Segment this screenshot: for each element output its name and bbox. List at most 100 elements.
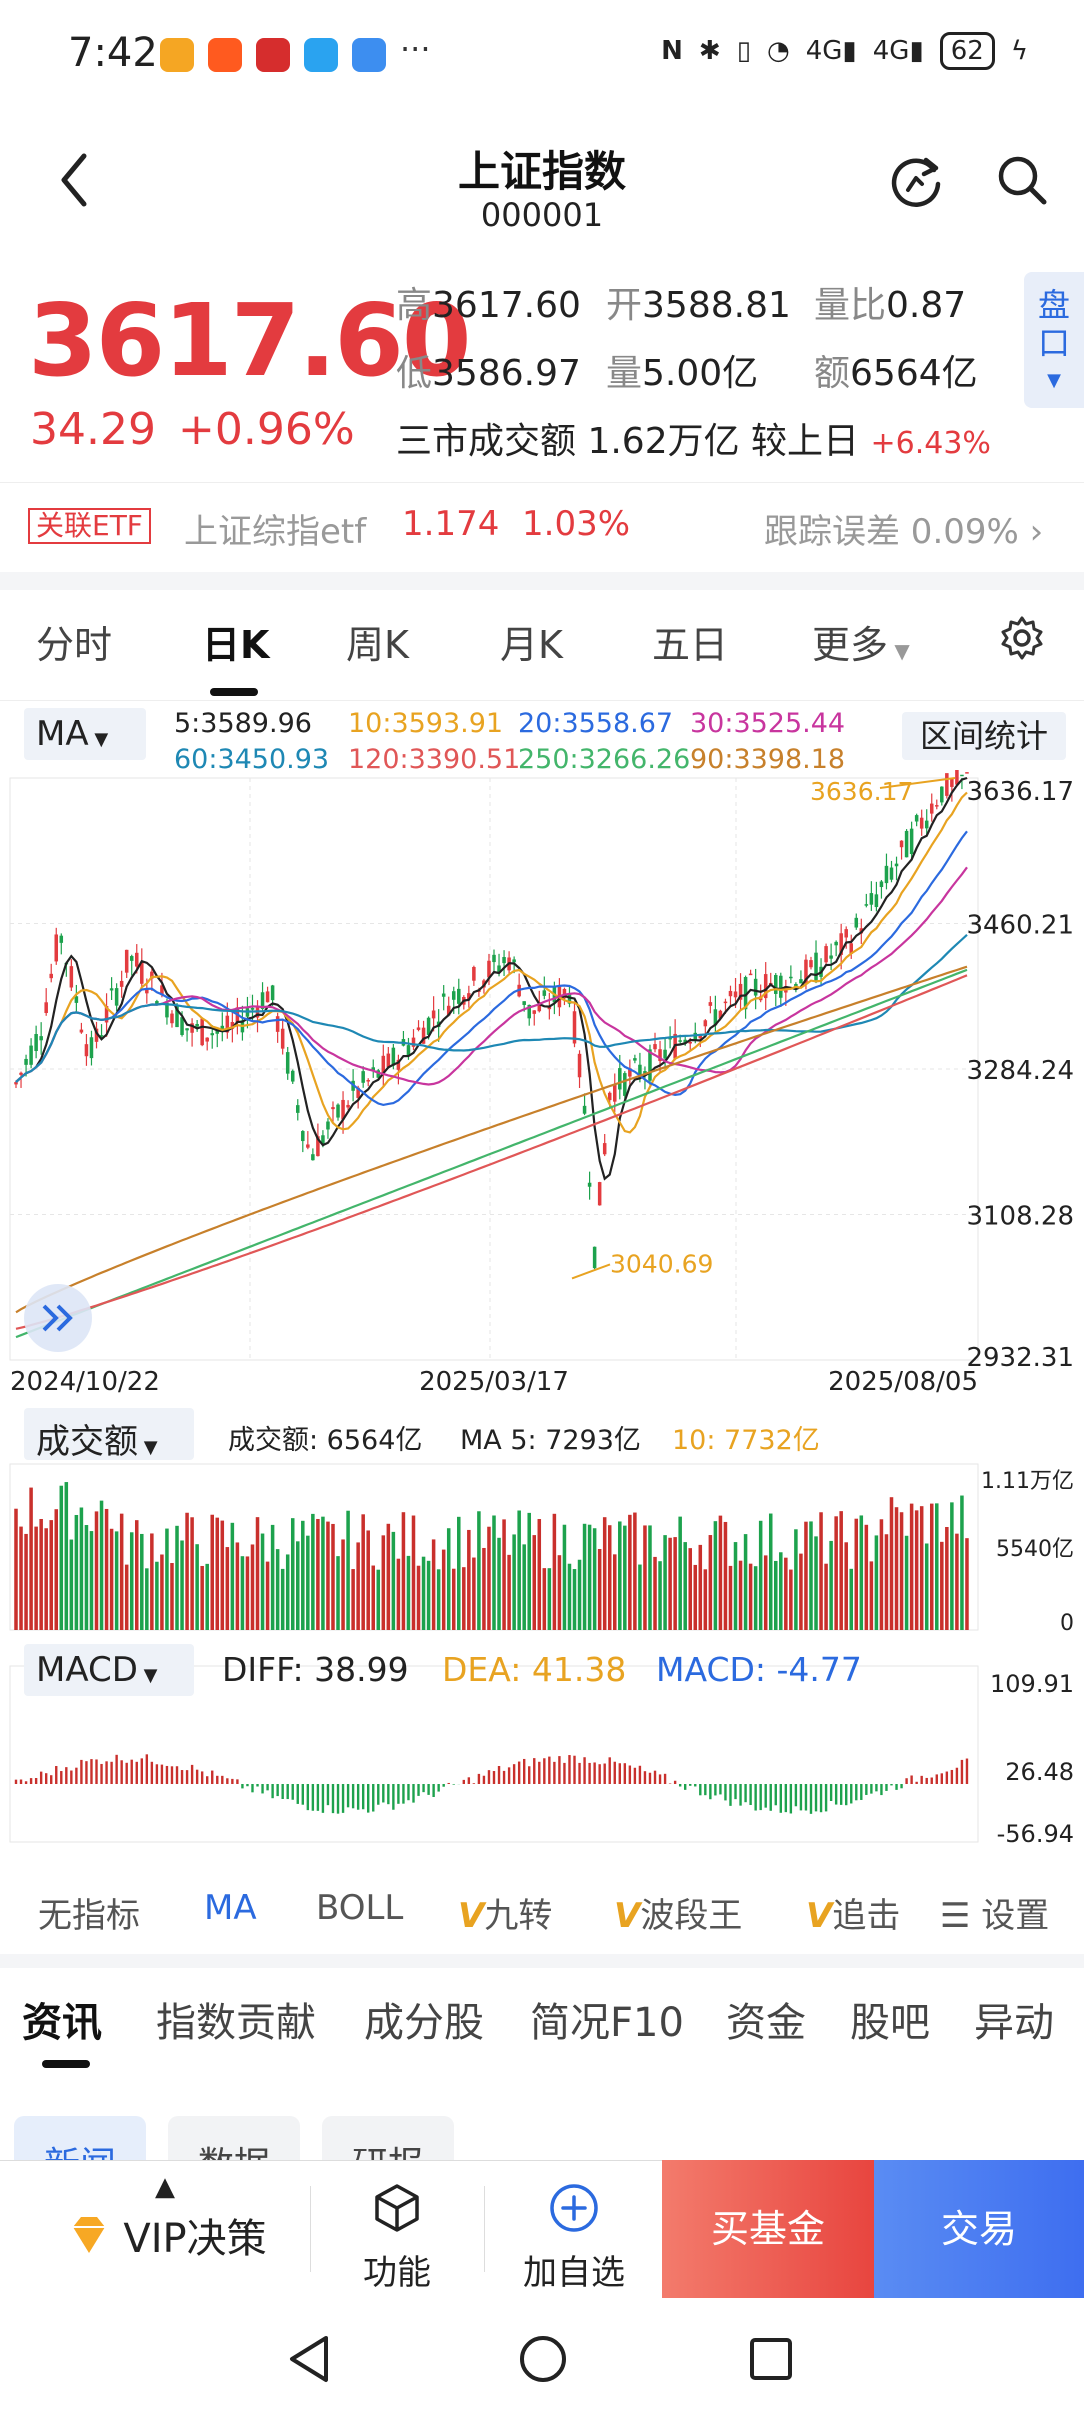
volume-bar — [638, 1564, 642, 1630]
indicator-settings[interactable]: ☰ 设置 — [934, 1888, 1050, 1937]
indicator-boduanwang[interactable]: V波段王 — [614, 1896, 743, 1936]
gear-icon[interactable] — [998, 614, 1046, 662]
nav-home-icon[interactable] — [518, 2334, 568, 2384]
tab-f10[interactable]: 简况F10 — [530, 2000, 684, 2046]
volume-bar — [789, 1569, 793, 1630]
indicator-zhuiji[interactable]: V追击 — [806, 1896, 901, 1936]
tab-index-contribution[interactable]: 指数贡献 — [156, 2000, 316, 2046]
x-axis-labels: 2024/10/22 2025/03/17 2025/08/05 — [10, 1367, 978, 1397]
buy-fund-button[interactable]: 买基金 — [662, 2160, 874, 2298]
candle-body — [260, 992, 265, 1009]
volume-bar — [24, 1533, 28, 1630]
bluetooth-icon: ✱ — [698, 36, 721, 66]
candle-body — [225, 1015, 230, 1033]
nav-recents-icon[interactable] — [748, 2336, 794, 2382]
volume-bar — [39, 1518, 43, 1630]
tab-funds[interactable]: 资金 — [726, 2000, 806, 2046]
tab-more[interactable]: 更多 ▼ — [812, 623, 910, 667]
range-stats-button[interactable]: 区间统计 — [902, 712, 1066, 760]
volume-bar — [597, 1548, 602, 1630]
volume-bar — [834, 1516, 838, 1630]
tab-forum[interactable]: 股吧 — [850, 2000, 930, 2046]
tab-monthly-k[interactable]: 月K — [500, 623, 563, 667]
volume-selector[interactable]: 成交额 ▼ — [24, 1408, 194, 1462]
candle-body — [472, 966, 476, 981]
vip-decision-button[interactable]: ▲ VIP决策 — [20, 2160, 310, 2298]
add-watchlist-button[interactable]: 加自选 — [486, 2160, 662, 2298]
back-icon[interactable] — [56, 150, 92, 210]
trade-button[interactable]: 交易 — [874, 2160, 1084, 2298]
app-weather-icon — [352, 38, 386, 72]
candle-body — [155, 1001, 159, 1006]
candle-body — [582, 1105, 587, 1114]
volume-bar — [195, 1544, 199, 1630]
quote-open: 开3588.81 — [606, 285, 791, 326]
volume-bar — [945, 1526, 949, 1630]
candle-body — [200, 1018, 204, 1046]
tab-constituents[interactable]: 成分股 — [364, 2000, 484, 2046]
volume-bar — [547, 1568, 552, 1630]
vip-v-icon: V — [458, 1896, 485, 1936]
candle-body — [537, 1002, 542, 1012]
tab-weekly-k[interactable]: 周K — [346, 623, 409, 667]
volume-bar — [763, 1555, 768, 1630]
indicator-none[interactable]: 无指标 — [38, 1896, 140, 1936]
macd-tick-label: -56.94 — [997, 1820, 1074, 1848]
tab-anomaly[interactable]: 异动 — [974, 2000, 1054, 2046]
panko-button[interactable]: 盘口 ▼ — [1024, 272, 1084, 408]
etf-row[interactable] — [0, 482, 1084, 568]
volume-bar — [326, 1521, 330, 1630]
search-icon[interactable] — [992, 150, 1052, 210]
ma-selector[interactable]: MA ▼ — [24, 708, 146, 760]
wifi-icon: ◔ — [767, 36, 790, 66]
volume-bar — [678, 1516, 682, 1630]
functions-button[interactable]: 功能 — [312, 2160, 482, 2298]
stock-code: 000001 — [480, 196, 604, 234]
volume-bar — [99, 1500, 104, 1630]
volume-bar — [960, 1495, 964, 1630]
macd-frame — [9, 1665, 979, 1843]
volume-bar — [265, 1561, 270, 1630]
candle-body — [366, 1080, 370, 1082]
candle-body — [567, 994, 572, 1004]
refresh-icon[interactable] — [886, 150, 946, 210]
candle-body — [316, 1136, 320, 1157]
tab-news-info[interactable]: 资讯 — [22, 2000, 102, 2046]
dropdown-icon: ▼ — [88, 729, 109, 750]
volume-bar — [733, 1542, 738, 1630]
nav-back-icon[interactable] — [286, 2334, 332, 2384]
volume-bar — [648, 1525, 652, 1630]
quote-volume-ratio: 量比0.87 — [814, 285, 967, 326]
candle-body — [899, 840, 904, 848]
tab-timeshare[interactable]: 分时 — [36, 623, 113, 667]
kline-chart[interactable]: 3636.17 3460.21 3284.24 3108.28 2932.31 2024… — [0, 770, 1084, 1870]
candle-body — [34, 1034, 38, 1052]
tab-underline — [42, 2060, 90, 2068]
candle-body — [29, 1045, 33, 1065]
chevron-right-icon: › — [1029, 512, 1044, 552]
candle-body — [612, 1083, 617, 1102]
candle-body — [109, 988, 114, 991]
macd-selector[interactable]: MACD ▼ — [24, 1644, 194, 1696]
volume-bar — [255, 1517, 260, 1630]
candle-body — [628, 1068, 632, 1077]
ma-lines — [15, 776, 968, 1339]
volume-bar — [628, 1514, 632, 1630]
signal-1-icon: 4G▮ — [805, 36, 857, 66]
etf-pct: 1.03% — [522, 504, 631, 544]
candle-body — [809, 960, 813, 968]
volume-bar — [472, 1557, 476, 1630]
signal-2-icon: 4G▮ — [872, 36, 924, 66]
indicator-jiuzhuan[interactable]: V九转 — [458, 1896, 553, 1936]
volume-bar — [306, 1535, 310, 1630]
indicator-ma[interactable]: MA — [204, 1888, 257, 1928]
candle-body — [889, 867, 894, 880]
volume-bar — [260, 1533, 265, 1630]
candle-body — [945, 773, 949, 796]
candle-body — [884, 865, 889, 884]
tab-five-day[interactable]: 五日 — [652, 623, 729, 667]
macd-tick-label: 26.48 — [1005, 1758, 1074, 1786]
candle-body — [748, 973, 753, 976]
indicator-boll[interactable]: BOLL — [316, 1888, 404, 1928]
tab-daily-k[interactable]: 日K — [202, 623, 270, 667]
